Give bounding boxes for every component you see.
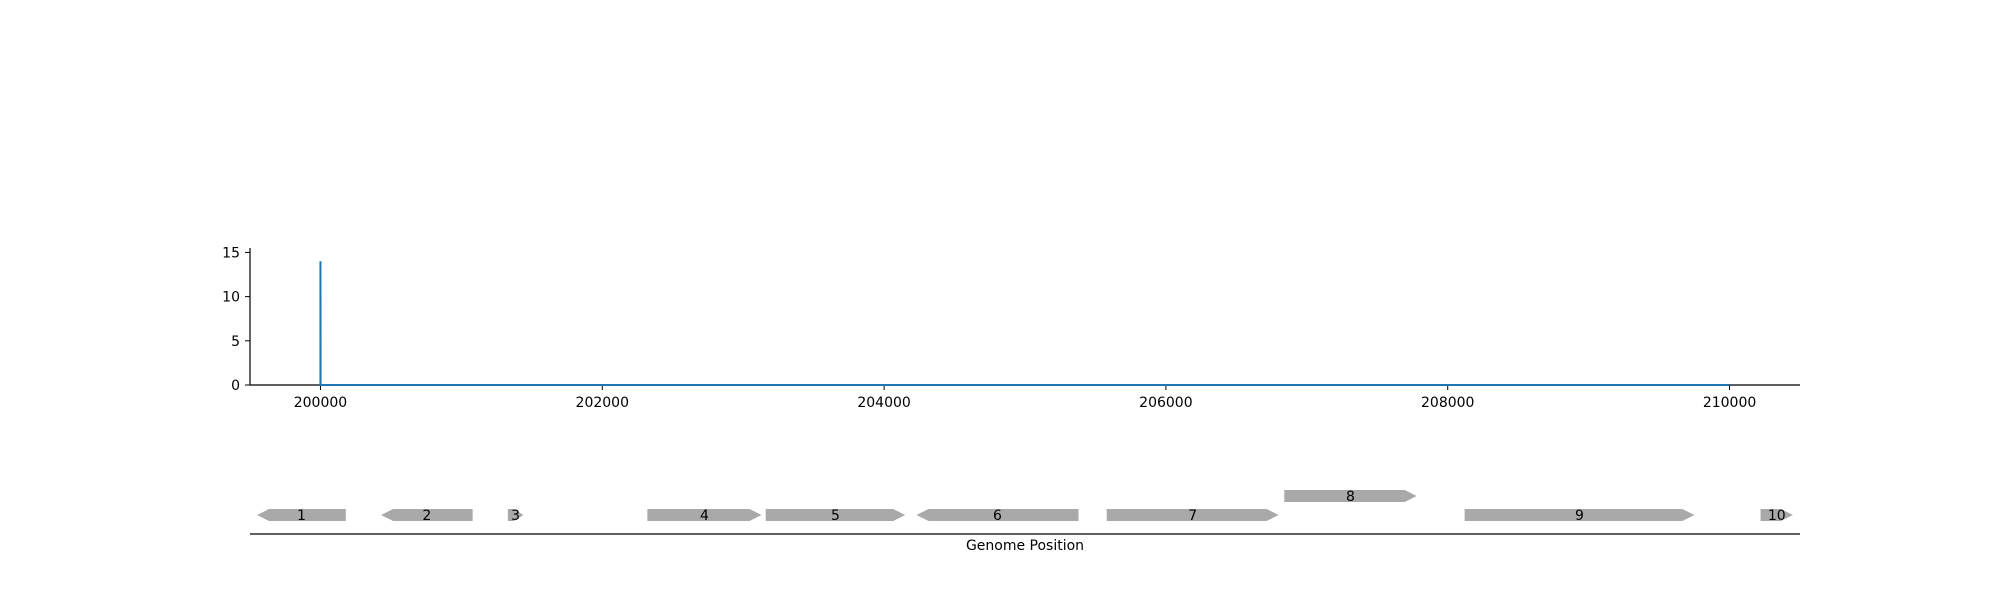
coverage-plot: 0 5 10 15 200000 202000 204000 206000 208000 2100… bbox=[222, 245, 1800, 411]
gene-arrow bbox=[507, 509, 524, 521]
x-tick-label: 208000 bbox=[1421, 395, 1474, 411]
x-tick-label: 206000 bbox=[1139, 395, 1192, 411]
y-tick-label: 15 bbox=[222, 245, 240, 261]
x-tick-label: 210000 bbox=[1703, 395, 1756, 411]
gene-label: 10 bbox=[1768, 508, 1786, 524]
y-tick-label: 10 bbox=[222, 290, 240, 306]
gene-label: 2 bbox=[422, 508, 431, 524]
gene-label: 7 bbox=[1188, 508, 1197, 524]
gene-arrow bbox=[257, 509, 346, 521]
coverage-line bbox=[319, 261, 1730, 386]
gene-arrow bbox=[1464, 509, 1695, 521]
gene-label: 5 bbox=[831, 508, 840, 524]
gene-label: 8 bbox=[1346, 489, 1355, 505]
gene-arrow bbox=[647, 509, 762, 521]
gene-label: 9 bbox=[1575, 508, 1584, 524]
gene-arrow bbox=[1760, 509, 1793, 521]
gene-label: 1 bbox=[297, 508, 306, 524]
gene-arrow bbox=[1284, 490, 1417, 502]
y-tick-label: 5 bbox=[231, 334, 240, 350]
gene-label: 4 bbox=[700, 508, 709, 524]
x-axis-label: Genome Position bbox=[966, 538, 1084, 554]
x-tick-label: 200000 bbox=[294, 395, 347, 411]
x-tick-label: 204000 bbox=[857, 395, 910, 411]
gene-label: 3 bbox=[511, 508, 520, 524]
gene-arrow bbox=[1106, 509, 1279, 521]
x-tick-label: 202000 bbox=[576, 395, 629, 411]
y-tick-label: 0 bbox=[231, 378, 240, 394]
gene-arrow bbox=[765, 509, 906, 521]
gene-arrow bbox=[916, 509, 1079, 521]
gene-arrow bbox=[381, 509, 473, 521]
gene-track: 1 2 3 4 5 6 7 8 9 10 Genome Position bbox=[250, 489, 1800, 554]
gene-label: 6 bbox=[993, 508, 1002, 524]
